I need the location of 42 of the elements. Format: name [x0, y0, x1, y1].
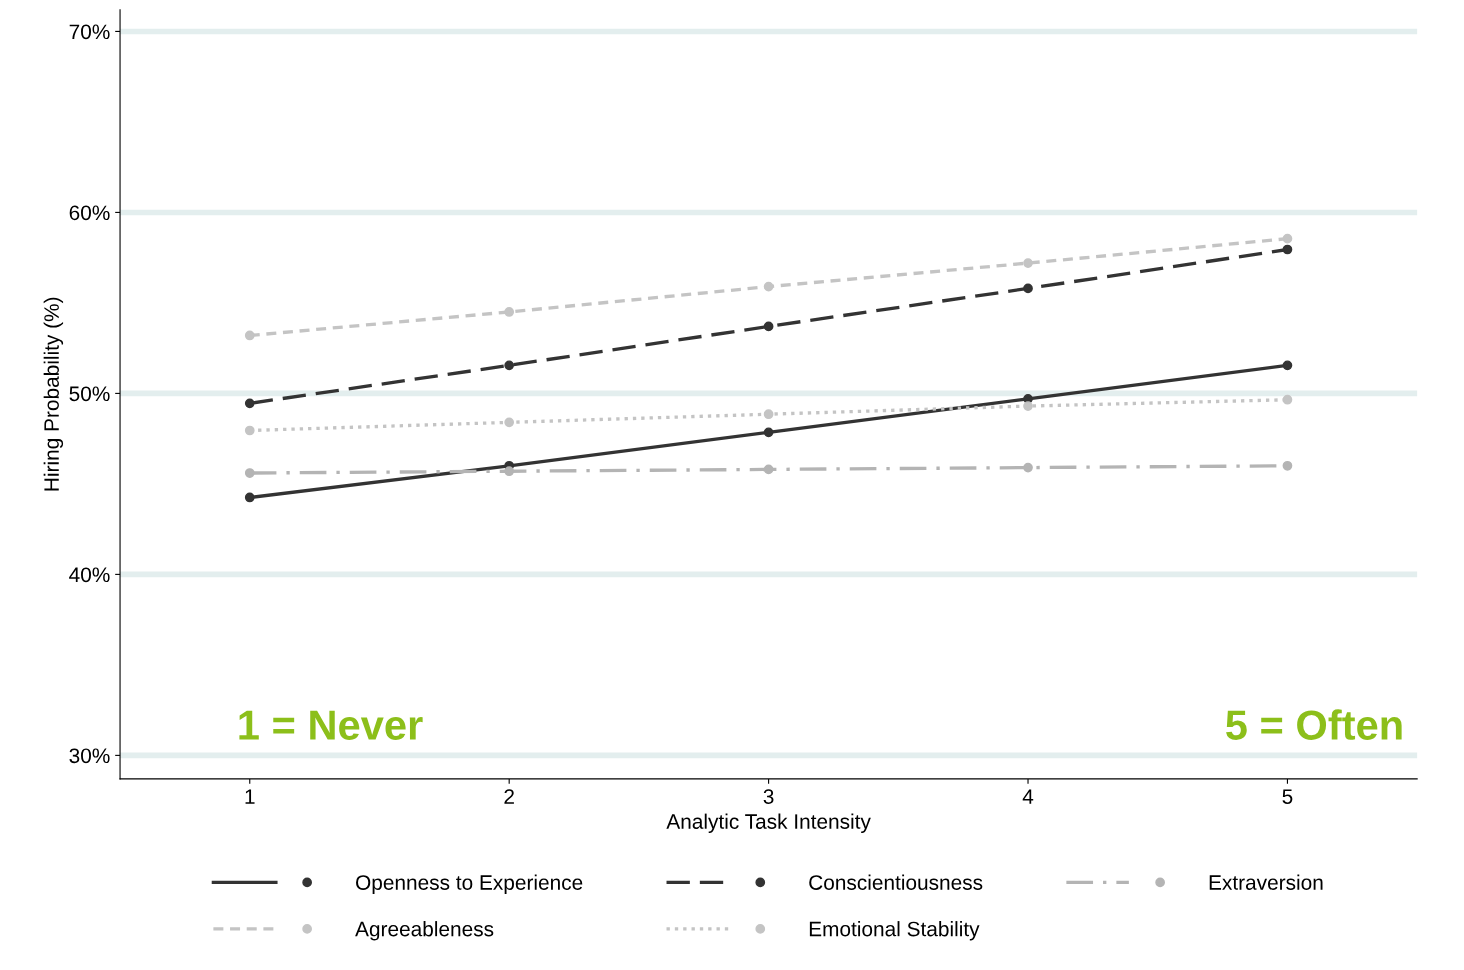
legend-label: Openness to Experience [356, 874, 583, 894]
point [244, 468, 255, 478]
point [244, 425, 255, 436]
y-tick-label: 60% [69, 205, 110, 221]
point [244, 330, 255, 341]
point [244, 492, 255, 503]
point [1023, 462, 1033, 473]
y-tick-label: 70% [69, 24, 110, 40]
point [763, 464, 774, 475]
point [244, 398, 255, 409]
point [1023, 401, 1033, 411]
point [763, 281, 774, 292]
legend-label: Agreeableness [355, 921, 494, 941]
point [504, 417, 515, 428]
point [763, 427, 774, 438]
annotation: 5 = Often [1226, 709, 1402, 740]
legend-label: Conscientiousness [809, 874, 983, 890]
y-axis-title: Hiring Probability (%) [43, 297, 64, 491]
x-axis-title: Analytic Task Intensity [666, 813, 871, 834]
point [504, 466, 515, 477]
point [1023, 258, 1033, 268]
point [1282, 360, 1293, 371]
point [1282, 460, 1293, 471]
x-tick-label: 3 [763, 789, 774, 804]
annotation: 1 = Never [239, 710, 423, 740]
point [1282, 394, 1293, 405]
x-tick-label: 5 [1282, 789, 1293, 804]
y-tick-label: 40% [69, 567, 110, 583]
legend-label: Extraversion [1209, 874, 1323, 890]
point [763, 321, 774, 332]
point [1282, 233, 1293, 244]
x-tick-label: 1 [245, 789, 255, 804]
point [504, 307, 515, 317]
point [1023, 283, 1033, 294]
y-tick-label: 30% [69, 748, 110, 764]
y-tick-label: 50% [69, 386, 110, 402]
x-tick-label: 4 [1022, 789, 1034, 804]
point [763, 409, 774, 420]
point [1282, 244, 1293, 255]
point [504, 360, 515, 371]
legend-label: Emotional Stability [809, 921, 980, 941]
x-tick-label: 2 [504, 789, 514, 804]
